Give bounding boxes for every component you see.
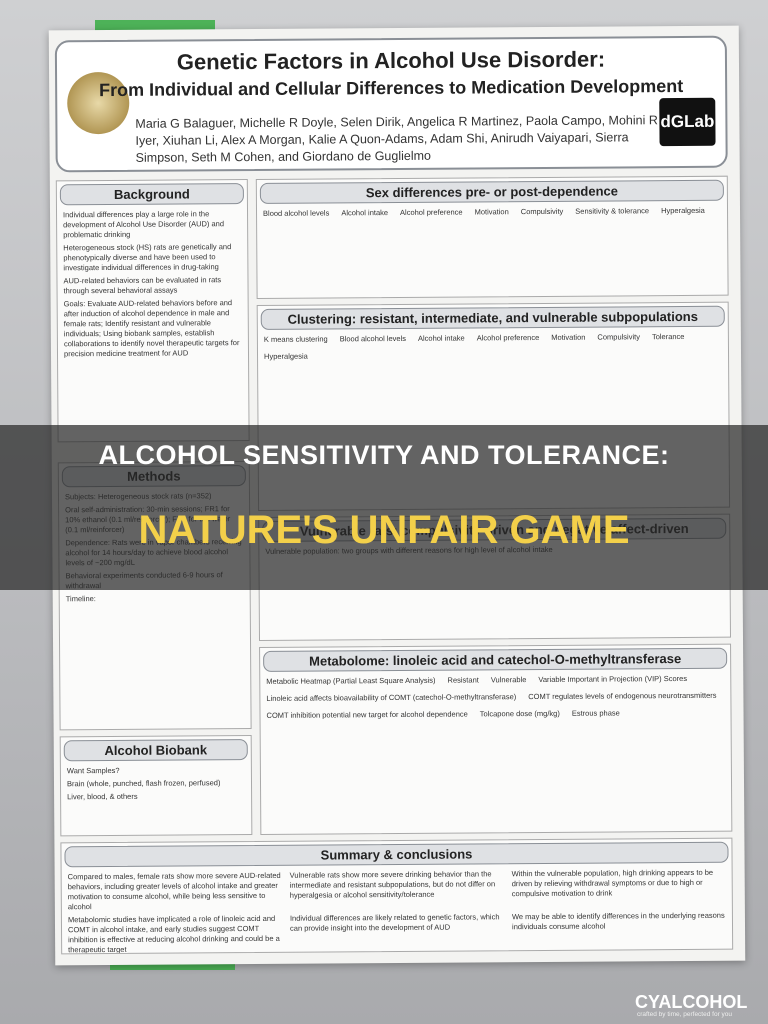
panel-item: COMT inhibition potential new target for… bbox=[266, 709, 468, 720]
panel-item: Resistant bbox=[447, 675, 479, 685]
overlay-line-1: ALCOHOL SENSITIVITY AND TOLERANCE: bbox=[98, 440, 670, 470]
panel-items: Metabolic Heatmap (Partial Least Square … bbox=[260, 672, 730, 726]
panel-item: Compulsivity bbox=[520, 206, 564, 217]
panel-item: Individual differences play a large role… bbox=[63, 209, 225, 240]
panel-item: AUD-related behaviors can be evaluated i… bbox=[63, 275, 222, 296]
watermark-name: CYALCOHOL bbox=[635, 992, 748, 1012]
poster-header: Genetic Factors in Alcohol Use Disorder:… bbox=[54, 35, 728, 173]
panel-item: Want Samples? bbox=[66, 765, 120, 776]
panel-items: Compared to males, female rats show more… bbox=[62, 866, 733, 955]
panel-item: Tolerance bbox=[651, 331, 685, 342]
poster-subtitle: From Individual and Cellular Differences… bbox=[99, 75, 684, 101]
panel-item: Vulnerable bbox=[490, 675, 527, 685]
panel-item: Goals: Evaluate AUD-related behaviors be… bbox=[63, 298, 240, 359]
poster-panel: Summary & conclusions Compared to males, … bbox=[60, 837, 734, 955]
panel-item: Compared to males, female rats show more… bbox=[67, 870, 281, 912]
panel-items: K means clustering Blood alcohol levels Al… bbox=[258, 330, 728, 367]
panel-item: Alcohol intake bbox=[417, 333, 465, 343]
panel-item: Hyperalgesia bbox=[661, 205, 705, 216]
panel-item: Alcohol preference bbox=[399, 207, 463, 217]
poster-panel: Metabolome: linoleic acid and catechol-O… bbox=[259, 643, 733, 835]
panel-item: Liver, blood, & others bbox=[67, 791, 138, 802]
panel-items: Blood alcohol levels Alcohol intake Alcoho… bbox=[257, 204, 727, 224]
overlay-band bbox=[0, 425, 768, 590]
lab-logo: dGLab bbox=[659, 97, 716, 147]
panel-item: Blood alcohol levels bbox=[262, 208, 330, 218]
panel-item: Motivation bbox=[551, 332, 586, 342]
panel-item: Estrous phase bbox=[571, 708, 620, 718]
panel-item: Alcohol intake bbox=[341, 208, 389, 218]
panel-item: Metabolomic studies have implicated a ro… bbox=[67, 913, 280, 955]
panel-items: Want Samples? Brain (whole, punched, flas… bbox=[61, 763, 251, 807]
panel-item: Timeline: bbox=[65, 594, 96, 604]
panel-item: K means clustering bbox=[263, 334, 328, 344]
panel-item: Variable Important in Projection (VIP) S… bbox=[538, 673, 688, 685]
panel-item: Brain (whole, punched, flash frozen, per… bbox=[66, 778, 221, 789]
panel-item: Vulnerable rats show more severe drinkin… bbox=[289, 869, 496, 900]
watermark-tagline: crafted by time, perfected for you bbox=[637, 1011, 733, 1018]
panel-heading: Sex differences pre- or post-dependence bbox=[259, 179, 724, 204]
panel-item: Heterogeneous stock (HS) rats are geneti… bbox=[63, 242, 232, 273]
poster-title: Genetic Factors in Alcohol Use Disorder: bbox=[176, 46, 606, 75]
panel-item: Metabolic Heatmap (Partial Least Square … bbox=[266, 675, 436, 686]
panel-item: Linoleic acid affects bioavailability of… bbox=[266, 692, 517, 703]
panel-item: We may be able to identify differences i… bbox=[511, 910, 725, 932]
panel-item: Individual differences are likely relate… bbox=[289, 912, 500, 933]
panel-item: Compulsivity bbox=[597, 332, 640, 342]
panel-heading: Alcohol Biobank bbox=[63, 739, 248, 762]
panel-item: Motivation bbox=[474, 207, 509, 217]
poster-panel: Background Individual differences play a … bbox=[55, 179, 250, 443]
overlay-line-2: NATURE'S UNFAIR GAME bbox=[138, 508, 630, 552]
authors: Maria G Balaguer, Michelle R Doyle, Sele… bbox=[135, 113, 658, 165]
panel-item: Sensitivity & tolerance bbox=[575, 206, 650, 216]
panel-items: Individual differences play a large role… bbox=[57, 207, 248, 364]
panel-item: COMT regulates levels of endogenous neur… bbox=[528, 690, 717, 702]
panel-heading: Clustering: resistant, intermediate, and… bbox=[260, 305, 725, 330]
panel-item: Blood alcohol levels bbox=[339, 333, 407, 344]
panel-heading: Background bbox=[59, 183, 244, 206]
panel-heading: Summary & conclusions bbox=[64, 841, 729, 868]
panel-heading: Metabolome: linoleic acid and catechol-O… bbox=[263, 647, 728, 672]
panel-item: Alcohol preference bbox=[476, 333, 540, 343]
poster-panel: Sex differences pre- or post-dependence B… bbox=[255, 175, 729, 299]
panel-item: Hyperalgesia bbox=[263, 351, 308, 361]
panel-item: Tolcapone dose (mg/kg) bbox=[479, 708, 560, 719]
poster-panel: Alcohol Biobank Want Samples? Brain (whole… bbox=[59, 735, 253, 837]
panel-item: Within the vulnerable population, high d… bbox=[511, 867, 714, 899]
